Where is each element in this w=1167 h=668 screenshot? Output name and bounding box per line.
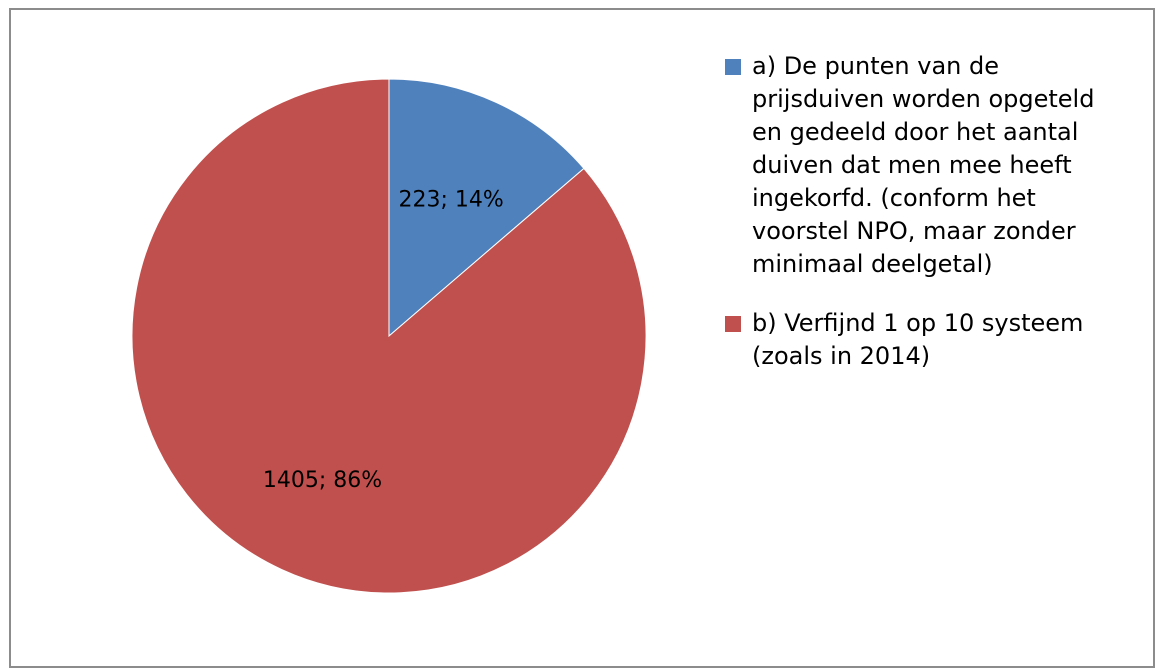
- pie-slice-a: [388, 78, 585, 338]
- legend-text-line: a) De punten van de: [752, 52, 999, 80]
- legend-swatch-b: [725, 316, 741, 332]
- legend-text-line: (zoals in 2014): [752, 342, 931, 370]
- data-label-a: 223; 14%: [399, 188, 504, 213]
- legend-text-line: duiven dat men mee heeft: [752, 151, 1072, 179]
- legend: a) De punten van de prijsduiven worden op…: [722, 50, 1152, 399]
- pie-data-labels: 223; 14% 1405; 86%: [263, 188, 504, 493]
- legend-text-line: b) Verfijnd 1 op 10 systeem: [752, 309, 1084, 337]
- legend-swatch-a: [725, 59, 741, 75]
- legend-text-line: ingekorfd. (conform het: [752, 184, 1036, 212]
- legend-item-b: b) Verfijnd 1 op 10 systeem (zoals in 201…: [722, 307, 1152, 373]
- legend-text-line: prijsduiven worden opgeteld: [752, 85, 1095, 113]
- legend-text-line: minimaal deelgetal): [752, 250, 993, 278]
- pie-slices: [131, 78, 647, 594]
- pie-slice-b: [131, 78, 647, 594]
- legend-item-a: a) De punten van de prijsduiven worden op…: [722, 50, 1152, 281]
- legend-text-line: voorstel NPO, maar zonder: [752, 217, 1076, 245]
- data-label-b: 1405; 86%: [263, 468, 382, 493]
- legend-text-line: en gedeeld door het aantal: [752, 118, 1079, 146]
